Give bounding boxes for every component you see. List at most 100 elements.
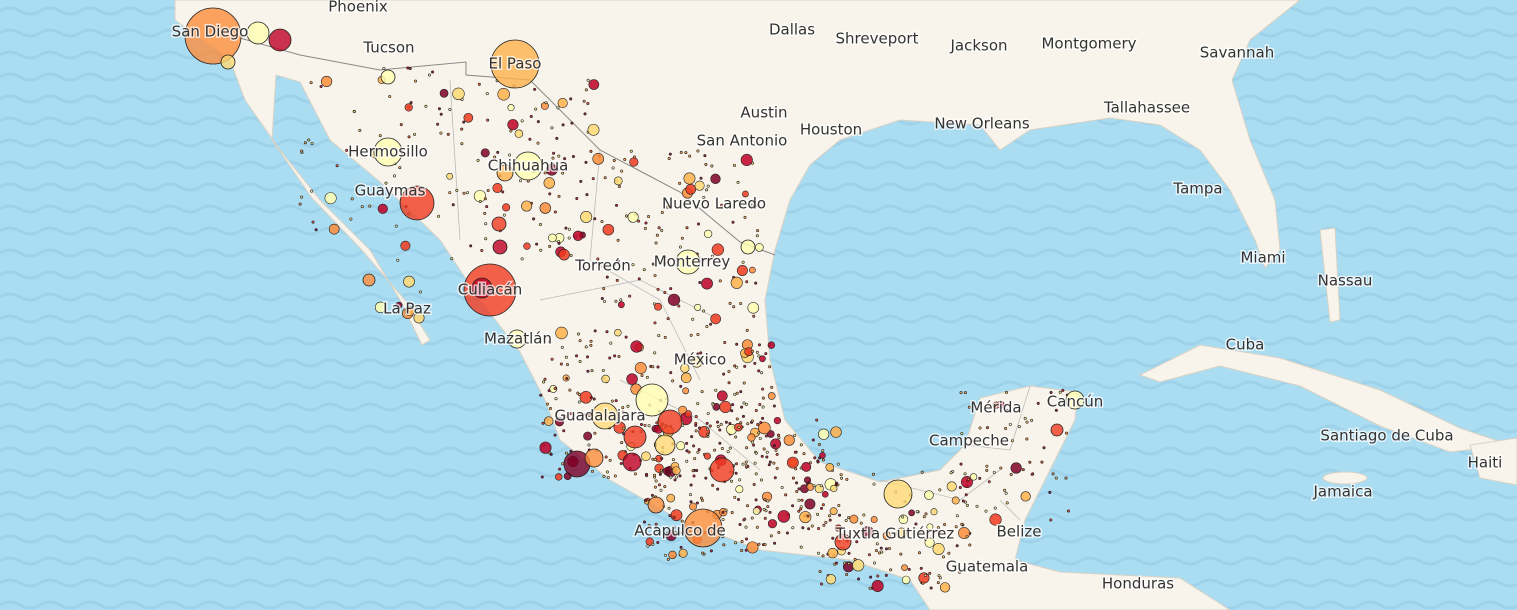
bubble	[754, 472, 758, 476]
bubble	[602, 223, 615, 236]
bubble	[833, 562, 837, 566]
bubble	[446, 132, 450, 136]
bubble	[586, 78, 590, 82]
bubble	[629, 157, 639, 167]
bubble	[819, 484, 823, 488]
bubble	[578, 360, 582, 364]
bubble	[647, 496, 665, 514]
bubble	[720, 203, 724, 207]
bubble	[378, 134, 382, 138]
bubble	[772, 461, 776, 465]
bubble	[821, 554, 825, 558]
bubble	[617, 185, 621, 189]
bubble	[493, 155, 497, 159]
bubble	[439, 112, 443, 116]
city-label: Montgomery	[1041, 35, 1136, 53]
bubble	[630, 340, 643, 353]
bubble	[484, 237, 488, 241]
bubble	[705, 188, 709, 192]
bubble	[589, 149, 593, 153]
bubble	[735, 417, 739, 421]
bubble	[485, 205, 489, 209]
city-label: Culiacán	[458, 281, 522, 299]
bubble	[660, 228, 664, 232]
bubble	[895, 527, 907, 539]
bubble	[539, 393, 543, 397]
bubble	[584, 160, 588, 164]
bubble	[793, 450, 797, 454]
bubble	[564, 226, 568, 230]
bubble	[564, 415, 568, 419]
bubble	[564, 451, 568, 455]
bubble	[477, 82, 481, 86]
bubble	[773, 541, 777, 545]
bubble	[857, 577, 861, 581]
bubble	[1023, 416, 1027, 420]
bubble	[757, 542, 761, 546]
bubble	[1057, 401, 1061, 405]
bubble	[741, 462, 745, 466]
bubble	[714, 388, 718, 392]
bubble	[703, 154, 707, 158]
bubble	[1025, 420, 1029, 424]
bubble	[616, 238, 620, 242]
bubble	[735, 391, 739, 395]
bubble	[703, 229, 713, 238]
bubble	[643, 423, 647, 427]
bubble	[770, 385, 774, 389]
bubble	[544, 101, 548, 105]
bubble	[777, 530, 781, 534]
bubble	[937, 530, 941, 534]
bubble	[704, 163, 708, 167]
bubble	[580, 211, 593, 223]
bubble	[738, 523, 742, 527]
bubble	[345, 148, 349, 152]
bubble	[767, 519, 778, 529]
bubble	[685, 183, 697, 195]
bubble	[471, 277, 493, 299]
city-label: Santiago de Cuba	[1320, 427, 1453, 445]
bubble	[834, 524, 842, 532]
bubble	[613, 262, 617, 266]
bubble	[508, 153, 512, 157]
bubble	[1005, 409, 1009, 413]
bubble	[685, 226, 689, 230]
bubble	[554, 397, 558, 401]
bubble	[568, 388, 572, 392]
bubble	[600, 297, 604, 301]
bubble	[762, 447, 766, 451]
bubble	[799, 505, 803, 509]
bubble	[380, 69, 396, 85]
bubble	[1004, 491, 1008, 495]
bubble	[718, 279, 722, 283]
bubble	[1028, 460, 1032, 464]
bubble	[469, 244, 473, 248]
bubble	[617, 355, 621, 359]
bubble	[623, 425, 647, 449]
bubble	[750, 419, 754, 423]
bubble	[756, 229, 760, 233]
bubble	[640, 373, 644, 377]
bubble	[954, 525, 958, 529]
bubble	[1058, 390, 1062, 394]
bubble	[392, 174, 396, 178]
bubble	[352, 110, 356, 114]
bubble	[437, 107, 441, 111]
city-label: Mérida	[970, 399, 1021, 417]
bubble	[965, 503, 969, 507]
bubble	[584, 448, 604, 468]
bubble	[614, 299, 618, 303]
bubble	[617, 421, 621, 425]
bubble	[561, 123, 565, 127]
bubble	[804, 498, 816, 510]
bubble	[899, 552, 903, 556]
bubble	[246, 21, 270, 45]
bubble	[557, 194, 561, 198]
bubble	[399, 123, 403, 127]
bubble	[553, 433, 557, 437]
bubble	[616, 259, 620, 263]
bubble	[569, 97, 573, 101]
bubble	[695, 501, 699, 505]
bubble	[678, 531, 682, 535]
bubble	[678, 181, 682, 185]
